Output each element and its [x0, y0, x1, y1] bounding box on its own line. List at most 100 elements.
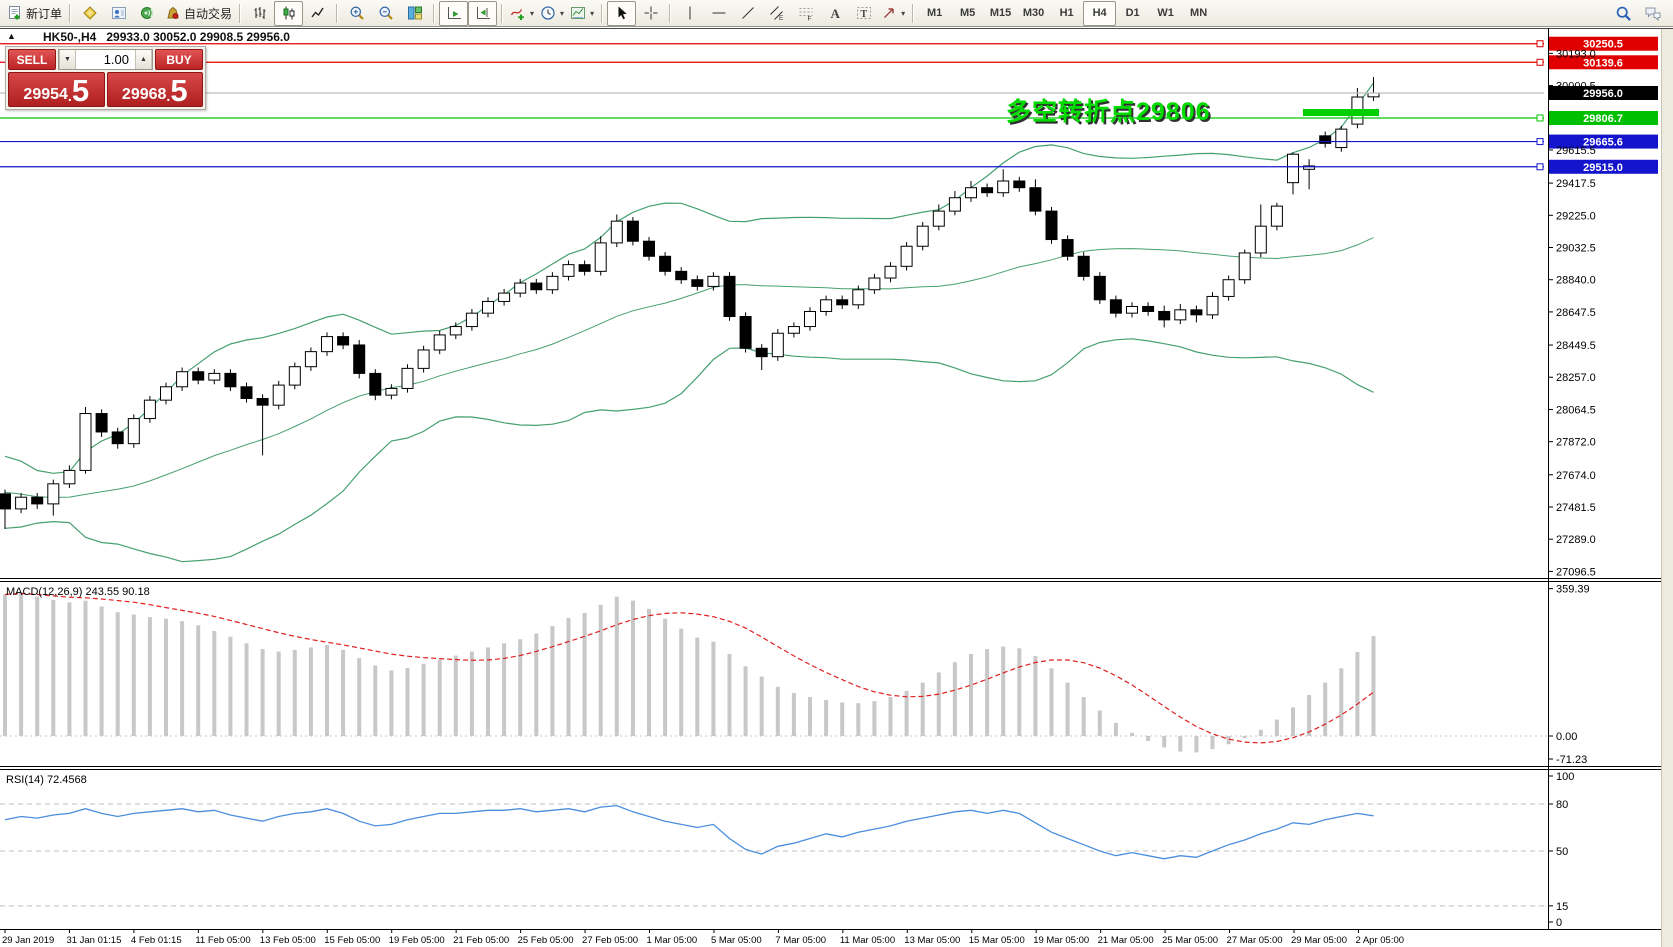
periods-icon	[541, 6, 555, 20]
bar-chart-button[interactable]	[245, 1, 274, 26]
arrows-button[interactable]: ▾	[878, 1, 908, 26]
dropdown-arrow-icon: ▾	[590, 8, 595, 18]
new-order-button[interactable]: 新订单	[4, 1, 65, 26]
volume-increase-button[interactable]: ▲	[135, 50, 152, 69]
buy-price-button[interactable]: 29968. 5	[106, 72, 203, 107]
price-badge	[1549, 86, 1658, 100]
toolbar-separator	[239, 3, 242, 23]
fibonacci-button[interactable]: F	[791, 1, 820, 26]
price-axis-tick: 29615.5	[1556, 145, 1596, 157]
time-axis-label: 25 Mar 05:00	[1162, 935, 1218, 946]
indicators-button[interactable]: ▾	[507, 1, 537, 26]
volume-decrease-button[interactable]: ▼	[59, 50, 76, 69]
time-axis-label: 21 Feb 05:00	[453, 935, 509, 946]
chat-button[interactable]	[1638, 1, 1667, 26]
search-button[interactable]	[1609, 1, 1638, 26]
text-button[interactable]: A	[820, 1, 849, 26]
time-axis-label: 5 Mar 05:00	[711, 935, 762, 946]
timeframe-w1[interactable]: W1	[1157, 7, 1174, 19]
svg-text:E: E	[779, 15, 784, 21]
buy-price-main: 29968	[121, 86, 167, 103]
new-order-icon	[9, 6, 20, 20]
chart-ohlc-values: 29933.0 30052.0 29908.5 29956.0	[106, 30, 290, 44]
timeframe-m30[interactable]: M30	[1022, 7, 1045, 19]
time-axis-label: 2 Apr 05:00	[1355, 935, 1404, 946]
timeframe-m5[interactable]: M5	[959, 7, 976, 19]
sell-price-button[interactable]: 29954. 5	[8, 72, 105, 107]
arrows-icon	[884, 8, 894, 18]
cursor-button[interactable]	[607, 0, 637, 26]
dropdown-arrow-icon: ▾	[560, 8, 565, 18]
zoom-out-button[interactable]	[371, 1, 400, 26]
time-axis-label: 1 Mar 05:00	[647, 935, 698, 946]
indicators-icon	[510, 9, 524, 20]
chart-background	[0, 28, 1673, 947]
text-label-icon: T	[856, 7, 871, 20]
timeframe-h1[interactable]: H1	[1059, 7, 1074, 19]
auto-trading-button[interactable]: 自动交易	[162, 1, 235, 26]
line-anchor[interactable]	[1536, 58, 1544, 66]
buy-button[interactable]: BUY	[155, 49, 203, 70]
macd-axis-tick: 359.39	[1556, 584, 1590, 596]
chart-shift-icon	[476, 7, 490, 19]
channel-button[interactable]: E	[762, 1, 791, 26]
chart-shift-button[interactable]	[468, 0, 498, 26]
auto-trading-label: 自动交易	[184, 6, 233, 21]
news-button[interactable]	[133, 1, 162, 26]
time-axis-label: 13 Feb 05:00	[260, 935, 316, 946]
vertical-line-button[interactable]	[675, 1, 704, 26]
zoom-in-button[interactable]	[342, 1, 371, 26]
time-axis-label: 11 Mar 05:00	[840, 935, 895, 946]
channel-icon: E	[769, 6, 784, 21]
vertical-line-icon	[689, 6, 691, 20]
price-axis-tick: 28647.5	[1556, 307, 1596, 319]
price-badge-label: 29515.0	[1583, 162, 1623, 174]
timeframe-mn[interactable]: MN	[1190, 7, 1208, 19]
line-anchor[interactable]	[1536, 40, 1544, 48]
price-axis-tick: 30193.0	[1556, 48, 1596, 60]
panel-collapse-arrow[interactable]: ▲	[7, 31, 16, 41]
svg-text:A: A	[830, 6, 840, 21]
line-chart-button[interactable]	[303, 1, 332, 26]
timeframe-h4[interactable]: H4	[1083, 0, 1117, 26]
timeframe-d1[interactable]: D1	[1125, 7, 1140, 19]
annotation-trend-segment[interactable]	[1303, 109, 1379, 116]
periods-button[interactable]: ▾	[537, 1, 567, 26]
market-watch-button[interactable]	[104, 1, 133, 26]
text-icon: A	[830, 6, 840, 21]
price-axis-tick: 28064.5	[1556, 404, 1596, 416]
sell-price-main: 29954	[23, 86, 68, 103]
horizontal-line-button[interactable]	[704, 1, 733, 26]
price-badge	[1549, 134, 1658, 149]
price-badge	[1549, 159, 1658, 174]
annotation-text[interactable]: 多空转折点29806	[1006, 98, 1211, 126]
text-label-button[interactable]: T	[849, 1, 878, 26]
templates-button[interactable]: ▾	[567, 1, 597, 26]
tile-windows-button[interactable]	[400, 1, 429, 26]
trendline-button[interactable]	[733, 1, 762, 26]
price-axis-tick: 29032.5	[1556, 243, 1596, 255]
sell-button[interactable]: SELL	[8, 49, 56, 70]
time-axis-label: 19 Mar 05:00	[1033, 935, 1089, 946]
volume-input[interactable]	[76, 50, 135, 69]
timeframe-m15[interactable]: M15	[989, 7, 1012, 19]
cursor-icon	[618, 6, 627, 20]
macd-label: MACD(12,26,9) 243.55 90.18	[6, 586, 150, 598]
crosshair-button[interactable]	[636, 1, 665, 26]
line-anchor[interactable]	[1536, 114, 1544, 122]
sell-price-pips: 5	[71, 73, 90, 108]
window-edge	[1661, 28, 1673, 947]
search-icon	[1616, 6, 1631, 21]
decimal-separator: .	[67, 88, 72, 104]
line-anchor[interactable]	[1536, 163, 1544, 171]
candlestick-button[interactable]	[274, 0, 304, 26]
profiles-button[interactable]	[75, 1, 104, 26]
line-anchor[interactable]	[1536, 138, 1544, 146]
timeframe-m1[interactable]: M1	[926, 7, 943, 19]
auto-scroll-button[interactable]	[439, 0, 469, 26]
price-badge-label: 29806.7	[1583, 113, 1623, 125]
price-axis-tick: 27481.5	[1556, 502, 1596, 514]
line-chart-icon	[310, 7, 324, 18]
rsi-axis-tick: 80	[1556, 799, 1568, 811]
